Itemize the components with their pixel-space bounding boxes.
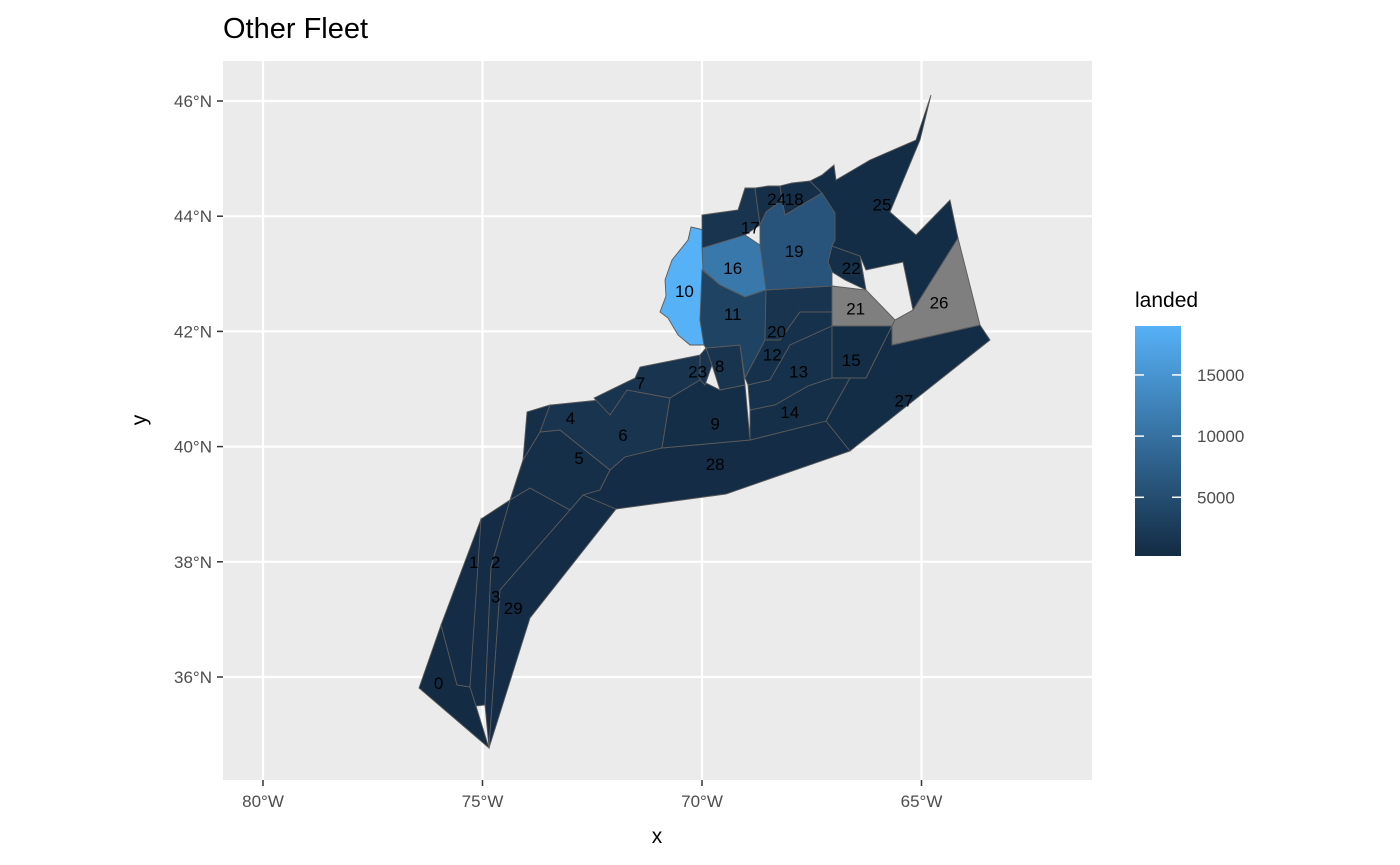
zone-label-8: 8: [715, 357, 724, 376]
legend: landed 15000 10000 5000: [1135, 289, 1244, 556]
zone-label-29: 29: [504, 599, 523, 618]
zone-label-0: 0: [434, 674, 443, 693]
x-tick-label: 70°W: [681, 792, 723, 811]
zone-label-12: 12: [763, 345, 782, 364]
zone-label-27: 27: [894, 392, 913, 411]
x-axis-title: x: [652, 825, 663, 848]
x-axis: 80°W 75°W 70°W 65°W: [242, 780, 942, 811]
zone-label-21: 21: [846, 299, 865, 318]
zone-label-17: 17: [741, 219, 760, 238]
zone-labels: 01 23456789101112131415161718192021222324…: [434, 190, 949, 693]
zone-label-5: 5: [574, 449, 583, 468]
zone-label-28: 28: [706, 455, 725, 474]
zone-label-22: 22: [842, 259, 861, 278]
zones-layer: [418, 94, 991, 750]
zone-label-9: 9: [710, 415, 719, 434]
legend-tick-label: 5000: [1197, 488, 1235, 507]
y-axis-title: y: [128, 414, 151, 425]
zone-label-16: 16: [723, 259, 742, 278]
y-axis: 36°N 38°N 40°N 42°N 44°N 46°N: [174, 92, 223, 687]
x-tick-label: 75°W: [462, 792, 504, 811]
zone-label-3: 3: [491, 587, 500, 606]
y-tick-label: 40°N: [174, 438, 212, 457]
x-tick-label: 80°W: [242, 792, 284, 811]
zone-label-15: 15: [842, 351, 861, 370]
legend-colorbar: [1135, 326, 1181, 556]
zone-label-25: 25: [873, 196, 892, 215]
zone-label-11: 11: [724, 305, 742, 324]
legend-ticks: 15000 10000 5000: [1135, 366, 1244, 507]
legend-tick-label: 15000: [1197, 366, 1244, 385]
plot-panel: 01 23456789101112131415161718192021222324…: [223, 61, 1092, 780]
zone-label-4: 4: [566, 409, 575, 428]
zone-label-6: 6: [618, 426, 627, 445]
chart-title: Other Fleet: [223, 13, 368, 45]
zone-label-13: 13: [789, 363, 808, 382]
zone-25[interactable]: [809, 94, 959, 312]
y-tick-label: 36°N: [174, 668, 212, 687]
zone-label-26: 26: [930, 294, 949, 313]
y-tick-label: 38°N: [174, 553, 212, 572]
y-tick-label: 44°N: [174, 207, 212, 226]
legend-tick-label: 10000: [1197, 427, 1244, 446]
zone-label-18: 18: [785, 190, 804, 209]
y-tick-label: 46°N: [174, 92, 212, 111]
zone-label-2: 2: [491, 553, 500, 572]
zone-label-7: 7: [636, 374, 645, 393]
zone-label-14: 14: [780, 403, 799, 422]
x-tick-label: 65°W: [901, 792, 943, 811]
y-tick-label: 42°N: [174, 322, 212, 341]
zone-label-19: 19: [785, 242, 804, 261]
zone-label-1: 1: [469, 553, 478, 572]
legend-title: landed: [1135, 289, 1198, 312]
zone-label-20: 20: [767, 322, 786, 341]
zone-label-23: 23: [688, 363, 707, 382]
zone-label-10: 10: [675, 282, 694, 301]
zone-label-24: 24: [767, 190, 786, 209]
